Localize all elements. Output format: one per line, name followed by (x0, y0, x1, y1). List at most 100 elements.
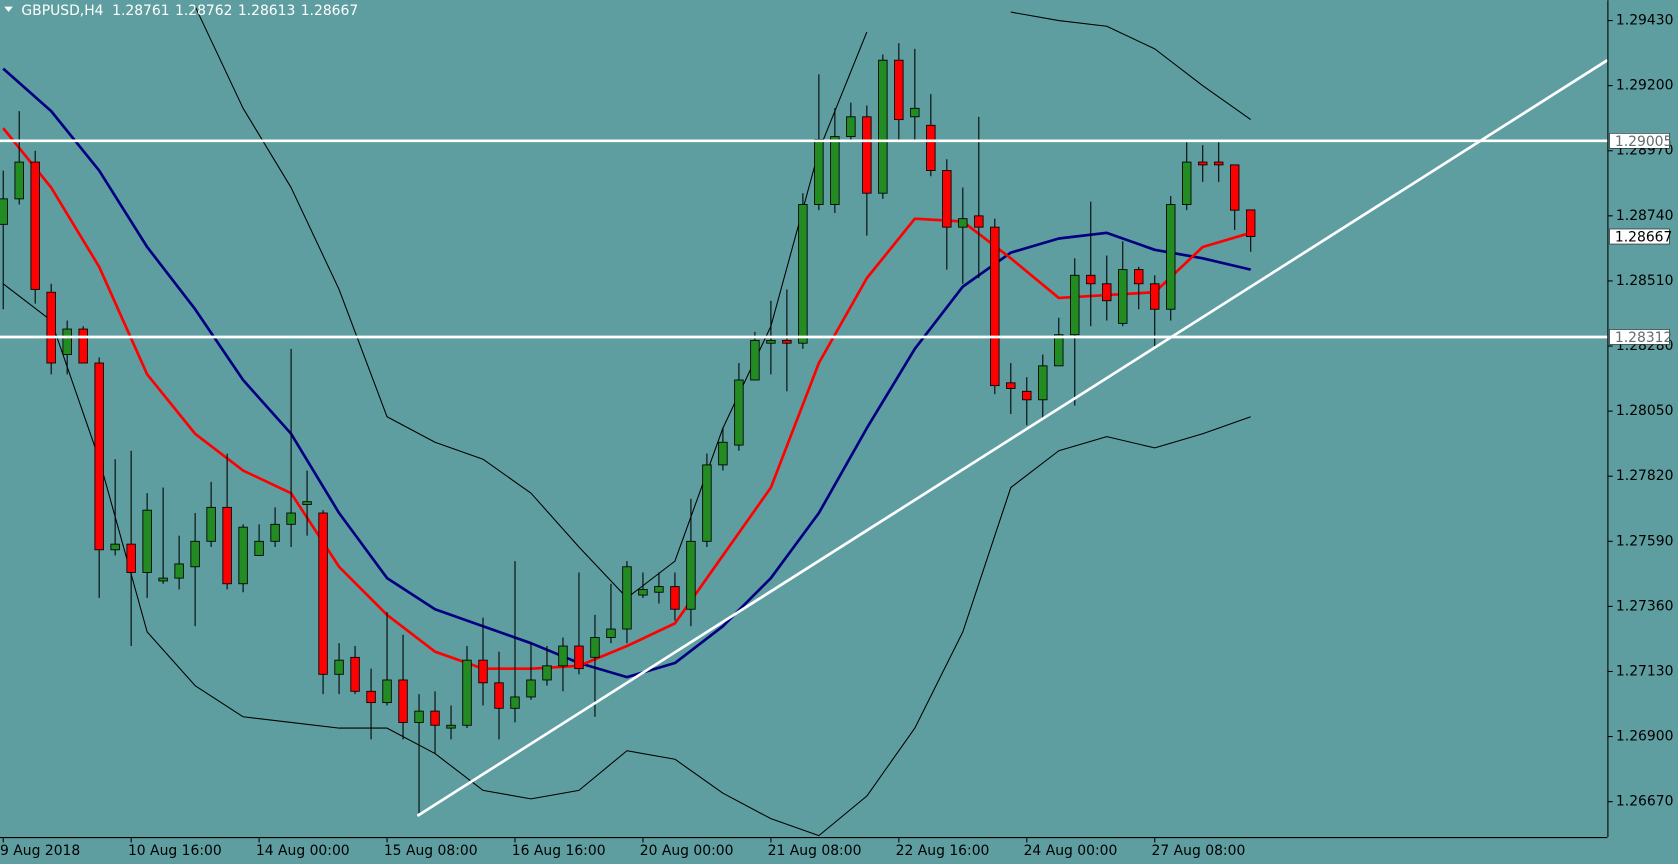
candle-body (862, 116, 872, 194)
indicator-line (2, 127, 1252, 670)
candle-body (382, 679, 392, 704)
candle-body (542, 665, 552, 681)
candle-body (78, 328, 88, 364)
y-tick-label: 1.28740 (1616, 208, 1674, 224)
candle-body (238, 526, 248, 585)
candle-body (958, 218, 968, 228)
price-label: 1.28667 (1615, 230, 1673, 246)
candle-body (510, 696, 520, 709)
candle-body (878, 59, 888, 194)
candle-body (286, 512, 296, 525)
candle-body (494, 682, 504, 709)
candle-body (1166, 204, 1176, 310)
x-tick-label: 16 Aug 16:00 (512, 843, 606, 859)
candle-body (606, 628, 616, 638)
y-tick-label: 1.27820 (1616, 468, 1674, 484)
candle-body (702, 464, 712, 542)
candle-body (1006, 382, 1016, 389)
indicator-line (2, 67, 1252, 679)
candle-body (318, 512, 328, 675)
candle-body (734, 379, 744, 446)
x-tick-label: 14 Aug 00:00 (256, 843, 350, 859)
candle-body (942, 170, 952, 228)
trendline (416, 59, 1608, 817)
candle-body (142, 509, 152, 573)
candle-body (430, 710, 440, 726)
axes: 1.294301.292001.289701.287401.285101.282… (0, 13, 1673, 859)
candle-body (526, 679, 536, 698)
candle-body (478, 659, 488, 684)
x-tick-label: 21 Aug 08:00 (768, 843, 862, 859)
candle-body (638, 588, 648, 596)
x-tick-label: 27 Aug 08:00 (1152, 843, 1246, 859)
candle-body (254, 540, 264, 556)
candle-body (0, 198, 8, 225)
candle-body (670, 586, 680, 610)
candle-body (206, 506, 216, 542)
candle-body (926, 124, 936, 171)
candle-body (1038, 365, 1048, 401)
candle-body (1198, 161, 1208, 166)
y-tick-label: 1.27360 (1616, 598, 1674, 614)
candle-body (830, 136, 840, 205)
x-tick-label: 20 Aug 00:00 (640, 843, 734, 859)
x-tick-label: 9 Aug 2018 (0, 843, 80, 859)
candle-body (398, 679, 408, 723)
candle-body (910, 107, 920, 118)
plot-area (0, 6, 1608, 837)
candle-body (30, 161, 40, 290)
candle-body (1246, 209, 1256, 237)
candle-body (1070, 274, 1080, 336)
candle-body (94, 362, 104, 551)
y-tick-label: 1.26670 (1616, 794, 1674, 810)
x-tick-label: 10 Aug 16:00 (128, 843, 222, 859)
hline-label: 1.29005 (1615, 134, 1673, 150)
candle-body (350, 656, 360, 692)
candle-body (1134, 269, 1144, 285)
candle-body (1102, 283, 1112, 302)
low-value: 1.28613 (238, 3, 296, 19)
y-tick-label: 1.29430 (1616, 13, 1674, 29)
hline-label-box (1609, 329, 1670, 345)
candle-body (622, 566, 632, 630)
candle-body (846, 116, 856, 138)
x-tick-label: 24 Aug 00:00 (1024, 843, 1118, 859)
candle-body (270, 523, 280, 542)
candle-body (62, 328, 72, 355)
x-tick-label: 22 Aug 16:00 (896, 843, 990, 859)
indicator-line (2, 283, 1251, 837)
y-tick-label: 1.28510 (1616, 273, 1674, 289)
candle-body (814, 139, 824, 205)
candle-body (1230, 164, 1240, 211)
candle-body (174, 563, 184, 579)
candle-body (1118, 269, 1128, 324)
candle-body (334, 659, 344, 675)
candle-body (766, 339, 776, 344)
candle-body (798, 204, 808, 344)
hline-label: 1.28312 (1615, 330, 1673, 346)
candle-body (750, 339, 760, 381)
candle-body (158, 577, 168, 582)
candle-body (190, 540, 200, 568)
y-tick-label: 1.26900 (1616, 729, 1674, 745)
indicator-line (1010, 11, 1252, 121)
candle-body (414, 710, 424, 723)
header: GBPUSD,H4 1.28761 1.28762 1.28613 1.28667 (21, 3, 358, 19)
candle-body (558, 645, 568, 667)
candle-body (990, 226, 1000, 387)
y-tick-label: 1.27590 (1616, 533, 1674, 549)
candle-body (782, 339, 792, 344)
candle-body (1054, 334, 1064, 367)
candle-body (974, 215, 984, 228)
price-label-box (1609, 228, 1670, 245)
candle-body (46, 291, 56, 364)
candle-body (894, 59, 904, 121)
candle-body (1182, 161, 1192, 205)
candle-body (302, 501, 312, 505)
candle-body (366, 690, 376, 704)
candle-body (446, 724, 456, 729)
y-tick-label: 1.28050 (1616, 403, 1674, 419)
